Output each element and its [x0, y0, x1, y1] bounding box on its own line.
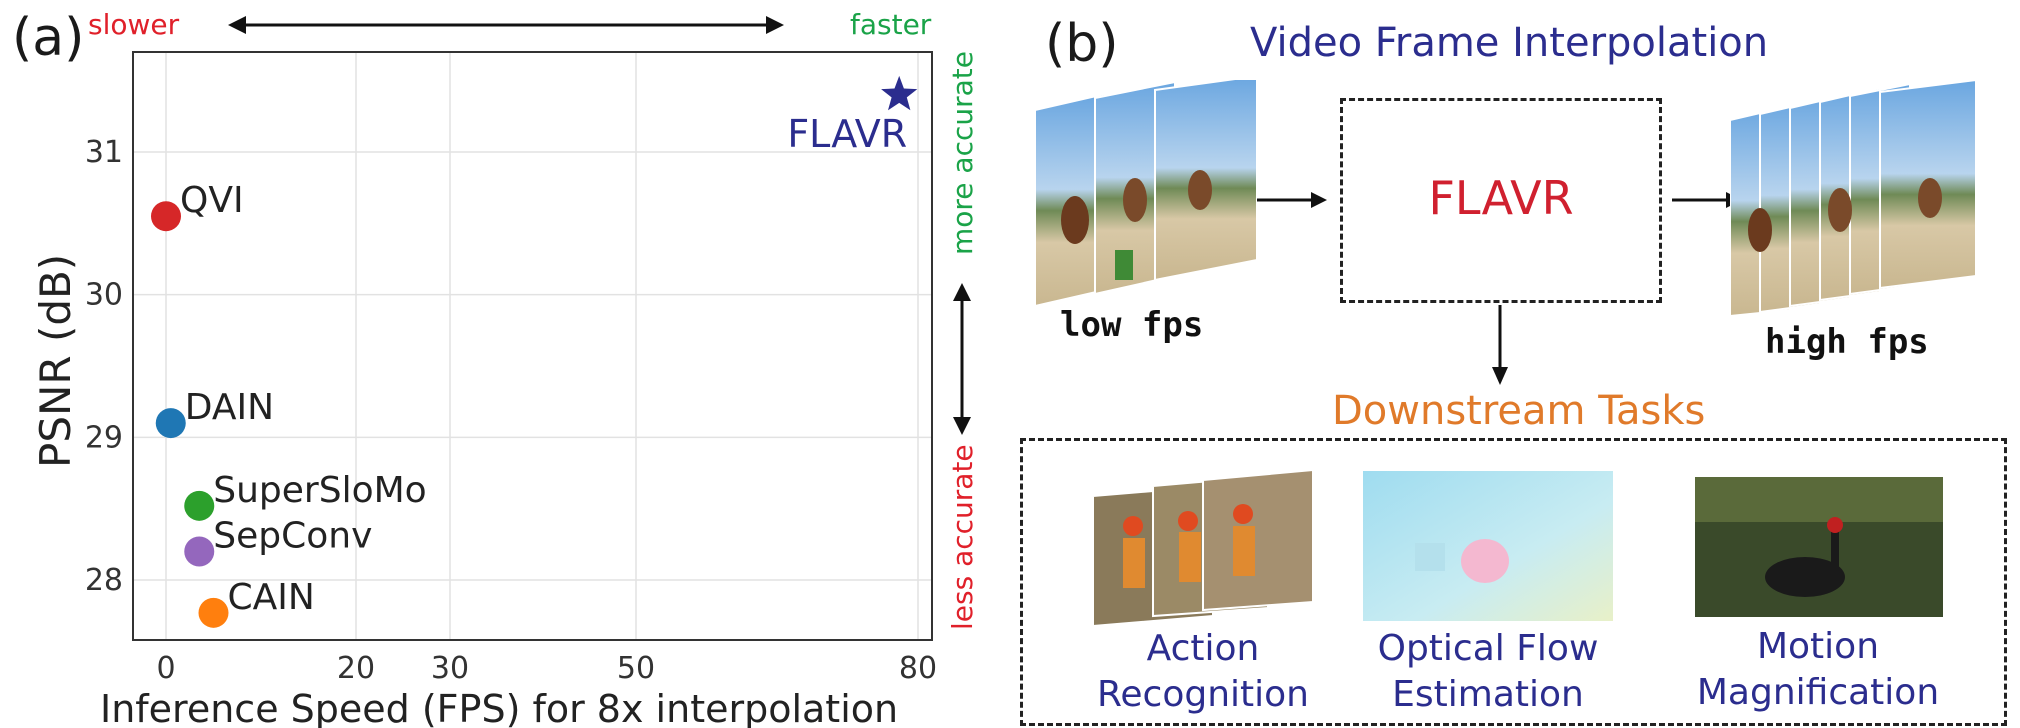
task-label-line1: Optical Flow	[1377, 628, 1599, 669]
point-label-sepconv: SepConv	[213, 515, 372, 556]
faster-label: faster	[850, 8, 932, 41]
slower-label: slower	[88, 8, 180, 41]
optical-flow-image	[1363, 471, 1613, 621]
flavr-model-name: FLAVR	[1428, 171, 1574, 225]
high-fps-frames	[1729, 78, 1980, 318]
task-label-line2: Estimation	[1392, 674, 1584, 715]
y-tick-label: 30	[85, 278, 123, 313]
x-tick-label: 20	[337, 651, 375, 686]
flavr-model-box: FLAVR	[1340, 98, 1662, 303]
downstream-title: Downstream Tasks	[1332, 388, 1706, 434]
action-recognition-image	[1093, 468, 1313, 628]
low-fps-label: low fps	[1060, 305, 1204, 345]
y-tick-label: 31	[85, 135, 123, 170]
point-label-cain: CAIN	[228, 577, 315, 618]
downstream-tasks-box: Action Recognition Optical Flow Estimati…	[1020, 438, 2007, 726]
motion-magnification-image	[1695, 477, 1943, 617]
plot-area: 0 20 30 50 80 28 29 30 31 FLAVR QVI DAIN SuperSloMoS…	[85, 51, 937, 686]
point-flavr	[881, 75, 918, 111]
point-label-qvi: QVI	[180, 180, 244, 221]
accuracy-arrow	[953, 283, 971, 435]
y-tick-label: 28	[85, 563, 123, 598]
plot-border	[132, 51, 933, 641]
more-accurate-label: more accurate	[946, 51, 979, 255]
task-label-line1: Action	[1146, 628, 1260, 669]
horse-frames-low-image	[1034, 74, 1258, 308]
y-axis-label: PSNR (dB)	[31, 254, 80, 468]
arrow-to-downstream	[1492, 305, 1508, 385]
panel-b-label: (b)	[1045, 14, 1119, 74]
point-sepconv	[184, 536, 215, 567]
task-label-line1: Motion	[1756, 626, 1880, 667]
horse-frames-high-image	[1729, 78, 1977, 318]
x-tick-label: 50	[617, 651, 655, 686]
task-label-line2: Magnification	[1696, 672, 1940, 713]
x-axis-label: Inference Speed (FPS) for 8x interpolati…	[100, 687, 898, 728]
panel-a-label: (a)	[12, 8, 85, 68]
point-superslomo	[184, 490, 215, 521]
point-label-superslomo: SuperSloMo	[213, 470, 426, 511]
task-motion-magnification: Motion Magnification	[1688, 624, 1948, 716]
less-accurate-label: less accurate	[946, 444, 979, 630]
point-qvi	[151, 201, 181, 232]
task-action-recognition: Action Recognition	[1083, 626, 1323, 718]
x-tick-label: 80	[899, 651, 937, 686]
task-optical-flow: Optical Flow Estimation	[1353, 626, 1623, 718]
x-tick-label: 0	[156, 651, 175, 686]
arrow-to-flavr	[1257, 192, 1327, 208]
point-dain	[155, 408, 186, 439]
chart-a: 0 20 30 50 80 28 29 30 31 FLAVR QVI DAIN SuperSloMoS…	[31, 16, 979, 728]
speed-arrow	[228, 16, 784, 34]
point-label-dain: DAIN	[185, 387, 274, 428]
point-cain	[198, 597, 229, 628]
point-label-flavr: FLAVR	[787, 112, 907, 156]
task-label-line2: Recognition	[1097, 674, 1309, 715]
panel-b-title: Video Frame Interpolation	[1250, 20, 1769, 66]
y-tick-label: 29	[85, 420, 123, 455]
high-fps-label: high fps	[1765, 322, 1929, 362]
x-tick-label: 30	[431, 651, 469, 686]
low-fps-frames	[1034, 74, 1265, 310]
